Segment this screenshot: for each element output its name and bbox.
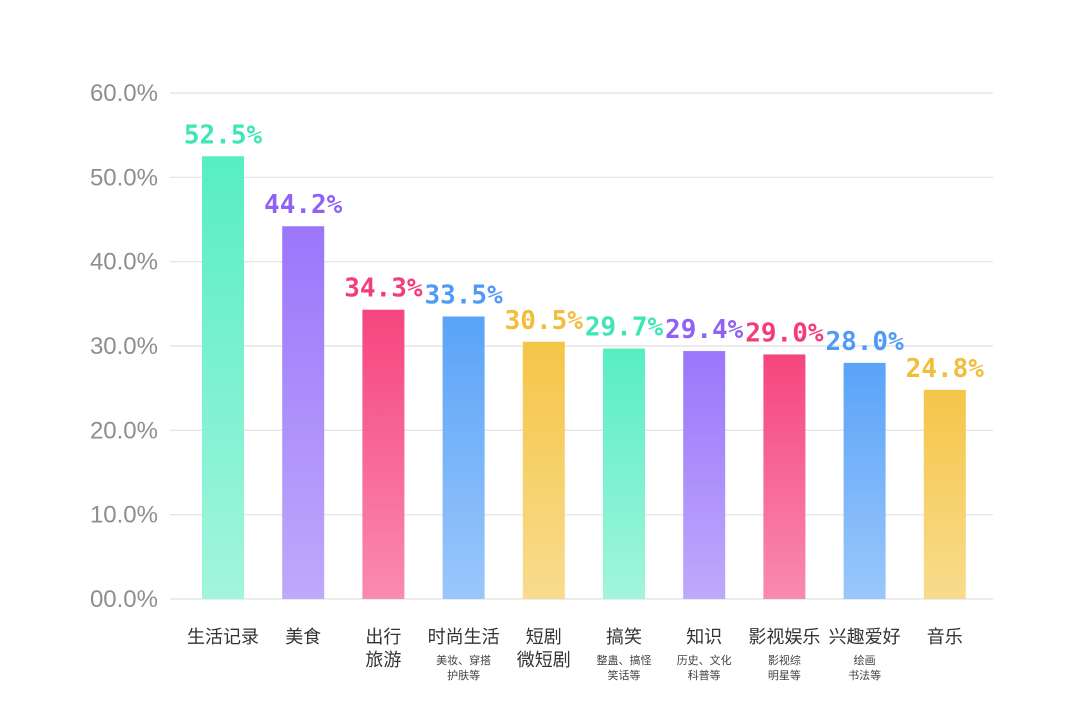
y-tick-label: 10.0% bbox=[90, 502, 158, 529]
value-labels: 52.5% 44.2% 34.3% 33.5%30.5% 29.7% 29.4% 29.0%… bbox=[184, 120, 984, 384]
y-tick-label: 00.0% bbox=[90, 586, 158, 613]
value-label: 28.0% bbox=[825, 327, 904, 357]
bar-2 bbox=[282, 226, 325, 599]
category-label: 旅游 bbox=[365, 650, 401, 671]
bar-4 bbox=[442, 316, 485, 599]
category-label: 音乐 bbox=[927, 627, 963, 648]
bar-6 bbox=[603, 348, 645, 599]
value-label: 29.7% bbox=[585, 313, 664, 343]
category-label: 影视娱乐 bbox=[748, 627, 820, 648]
value-label: 52.5% bbox=[184, 120, 263, 150]
bar-8 bbox=[763, 354, 806, 599]
category-sublabel: 整蛊、搞怪 bbox=[597, 653, 652, 667]
bar-1 bbox=[202, 156, 244, 599]
category-label: 微短剧 bbox=[517, 650, 571, 671]
y-tick-label: 60.0% bbox=[90, 80, 158, 107]
category-sublabel: 美妆、穿搭 bbox=[436, 653, 491, 667]
bar-5 bbox=[522, 341, 565, 599]
category-label: 美食 bbox=[285, 627, 321, 648]
y-tick-label: 50.0% bbox=[90, 164, 158, 191]
category-label: 出行 bbox=[365, 627, 401, 648]
value-label: 34.3% bbox=[344, 274, 423, 304]
category-sublabel: 护肤等 bbox=[447, 668, 480, 682]
value-label: 33.5% bbox=[424, 280, 503, 310]
category-label: 知识 bbox=[686, 627, 722, 648]
value-label: 29.4% bbox=[665, 315, 744, 345]
category-label: 搞笑 bbox=[606, 627, 642, 648]
y-tick-label: 20.0% bbox=[90, 417, 158, 444]
y-axis-ticks: 00.0% 10.0% 20.0% 30.0% 40.0% 50.0% 60.0% bbox=[90, 80, 158, 613]
category-label: 短剧 bbox=[526, 627, 562, 648]
category-sublabel: 绘画 bbox=[854, 653, 876, 667]
category-sublabel: 历史、文化 bbox=[677, 653, 732, 667]
category-sublabel: 笑话等 bbox=[608, 668, 641, 682]
y-tick-label: 40.0% bbox=[90, 249, 158, 276]
bar-10 bbox=[923, 389, 966, 599]
category-sublabel: 明星等 bbox=[768, 668, 801, 682]
bar-9 bbox=[843, 362, 886, 599]
category-sublabel: 影视综 bbox=[768, 653, 801, 667]
category-sublabel: 科普等 bbox=[688, 668, 721, 682]
value-label: 24.8% bbox=[906, 354, 985, 384]
category-label: 兴趣爱好 bbox=[829, 627, 901, 648]
value-label: 30.5% bbox=[505, 306, 584, 336]
bar-7 bbox=[683, 351, 726, 599]
category-label: 时尚生活 bbox=[428, 627, 500, 648]
category-label: 生活记录 bbox=[187, 627, 259, 648]
category-sublabel: 书法等 bbox=[848, 668, 881, 682]
value-label: 29.0% bbox=[745, 318, 824, 348]
bars bbox=[202, 156, 966, 599]
bar-3 bbox=[362, 309, 405, 599]
value-label: 44.2% bbox=[264, 190, 343, 220]
y-tick-label: 30.0% bbox=[90, 333, 158, 360]
